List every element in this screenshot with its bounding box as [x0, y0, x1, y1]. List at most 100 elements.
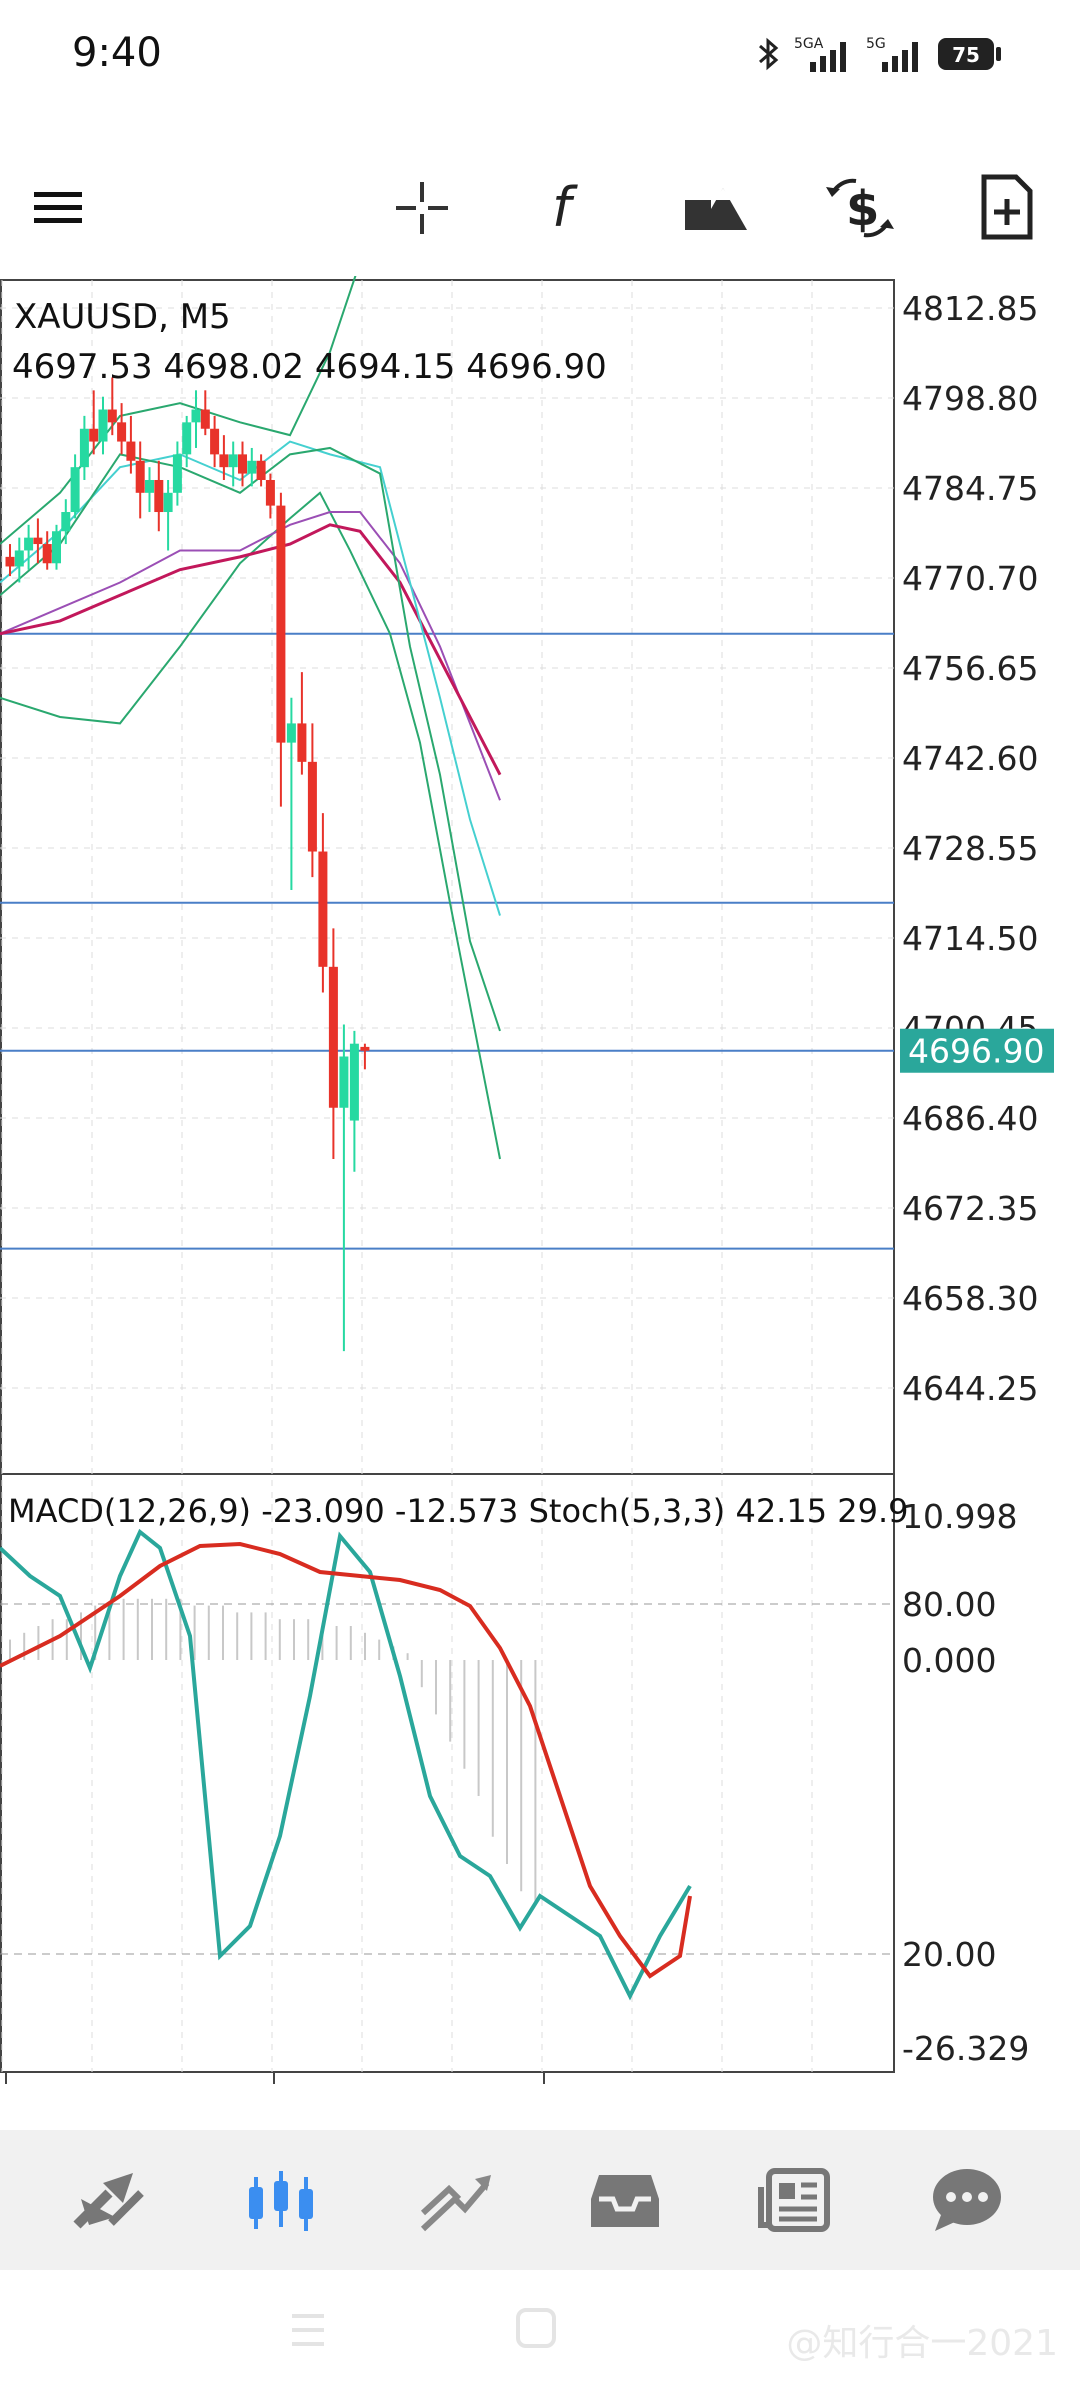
- candle-body: [70, 467, 80, 513]
- macd-signal-line: [0, 1541, 692, 1979]
- ma-cyan: [0, 440, 501, 916]
- candle-body: [182, 422, 192, 455]
- price-tick-label: 4672.35: [902, 1189, 1038, 1228]
- candle-body: [318, 851, 328, 967]
- system-navigation-bar: [0, 2270, 1080, 2400]
- candle-body: [256, 460, 266, 480]
- candle-body: [247, 460, 257, 474]
- quotes-icon[interactable]: [64, 2160, 154, 2240]
- signal-5ga-icon: 5GA: [794, 36, 846, 72]
- status-bar: 9:40 5GA 5G 75: [0, 0, 1080, 120]
- bluetooth-icon: [759, 37, 779, 71]
- candle-body: [107, 409, 117, 423]
- price-tick-label: 4742.60: [902, 739, 1038, 778]
- status-icons: 5GA 5G 75: [754, 34, 1002, 74]
- indicator-label: MACD(12,26,9) -23.090 -12.573 Stoch(5,3,…: [8, 1492, 908, 1530]
- candle-body: [210, 428, 220, 455]
- candle-body: [98, 409, 108, 442]
- status-time: 9:40: [72, 30, 162, 76]
- watermark-text: @知行合一2021: [786, 2323, 1058, 2364]
- ma-green: [0, 446, 501, 1032]
- candle-body: [135, 460, 145, 493]
- recent-apps-icon[interactable]: [288, 2308, 328, 2352]
- chart-frame: [0, 279, 895, 2073]
- svg-text:5GA: 5GA: [794, 36, 824, 52]
- current-price-label: 4696.90: [908, 1032, 1044, 1071]
- candle-body: [265, 479, 275, 506]
- current-price-tag: [900, 1028, 1054, 1073]
- add-document-icon[interactable]: [966, 168, 1046, 248]
- candle-body: [126, 441, 136, 461]
- candle-body: [154, 479, 164, 513]
- price-tick-label: 4658.30: [902, 1279, 1038, 1318]
- time-tick-label: 2 Apr 04:30: [542, 2083, 736, 2086]
- crosshair-icon[interactable]: [382, 168, 462, 248]
- indicator-tick-label: 10.998: [902, 1497, 1017, 1536]
- candle-body: [5, 556, 15, 567]
- price-tick-label: 4644.25: [902, 1369, 1038, 1408]
- svg-text:f: f: [552, 176, 578, 239]
- indicator-tick-label: 0.000: [902, 1641, 996, 1680]
- svg-text:5G: 5G: [866, 36, 886, 52]
- candle-body: [61, 512, 71, 532]
- shapes-icon[interactable]: [676, 168, 756, 248]
- candle-body: [328, 966, 338, 1108]
- candle-body: [89, 428, 99, 442]
- battery-icon: 75: [938, 38, 1001, 70]
- price-tick-label: 4728.55: [902, 829, 1038, 868]
- candle-body: [228, 454, 238, 468]
- candle-body: [79, 428, 89, 468]
- svg-text:$: $: [846, 181, 879, 237]
- price-chart[interactable]: 4812.85 4798.80 4784.75 4770.70 4756.65 4742.…: [0, 197, 1080, 2122]
- candle-body: [52, 531, 61, 564]
- chart-canvas[interactable]: 4812.85 4798.80 4784.75 4770.70 4756.65 4742.…: [0, 197, 1080, 2122]
- ohlc-label: 4697.53 4698.02 4694.15 4696.90: [12, 347, 607, 387]
- indicator-tick-label: 80.00: [902, 1585, 996, 1624]
- svg-text:75: 75: [952, 43, 980, 67]
- function-icon[interactable]: f: [528, 168, 608, 248]
- candle-body: [238, 454, 247, 474]
- candle-body: [276, 505, 286, 743]
- ma-magenta: [0, 523, 502, 776]
- candle-body: [200, 409, 210, 429]
- candle-body: [24, 537, 34, 551]
- history-icon[interactable]: [580, 2160, 670, 2240]
- price-tick-label: 4686.40: [902, 1099, 1038, 1138]
- candle-body: [191, 409, 201, 423]
- hamburger-menu-icon[interactable]: [18, 168, 98, 248]
- bollinger-upper: [0, 197, 381, 545]
- candle-body: [286, 723, 296, 743]
- candle-body: [360, 1046, 370, 1051]
- dollar-cycle-icon[interactable]: $: [820, 168, 900, 248]
- price-tick-label: 4714.50: [902, 919, 1038, 958]
- stoch-main-line: [0, 1528, 692, 2001]
- candle-body: [219, 454, 229, 468]
- candle-body: [42, 544, 52, 564]
- candle-body: [339, 1056, 349, 1108]
- candle-body: [307, 761, 317, 852]
- candle-body: [349, 1043, 359, 1121]
- price-tick-label: 4784.75: [902, 469, 1038, 508]
- candle-body: [297, 723, 307, 762]
- bollinger-lower: [0, 491, 501, 1160]
- candle-body: [14, 550, 24, 567]
- symbol-label: XAUUSD, M5: [14, 297, 231, 337]
- bottom-navigation: [0, 2130, 1080, 2270]
- signal-5g-icon: 5G: [866, 36, 918, 72]
- chart-icon[interactable]: [236, 2160, 326, 2240]
- candle-body: [172, 454, 182, 493]
- indicator-tick-label: 20.00: [902, 1935, 996, 1974]
- price-tick-label: 4798.80: [902, 379, 1038, 418]
- time-tick-label: 2 Apr 03:00: [272, 2083, 466, 2086]
- price-tick-label: 4770.70: [902, 559, 1038, 598]
- messages-icon[interactable]: [922, 2160, 1012, 2240]
- price-tick-label: 4756.65: [902, 649, 1038, 688]
- candle-body: [33, 537, 43, 545]
- candle-body: [117, 422, 127, 442]
- candle-body: [163, 492, 173, 513]
- trade-icon[interactable]: [410, 2160, 500, 2240]
- price-tick-label: 4812.85: [902, 289, 1038, 328]
- ma-purple: [0, 511, 501, 801]
- news-icon[interactable]: [750, 2160, 840, 2240]
- home-icon[interactable]: [514, 2306, 558, 2350]
